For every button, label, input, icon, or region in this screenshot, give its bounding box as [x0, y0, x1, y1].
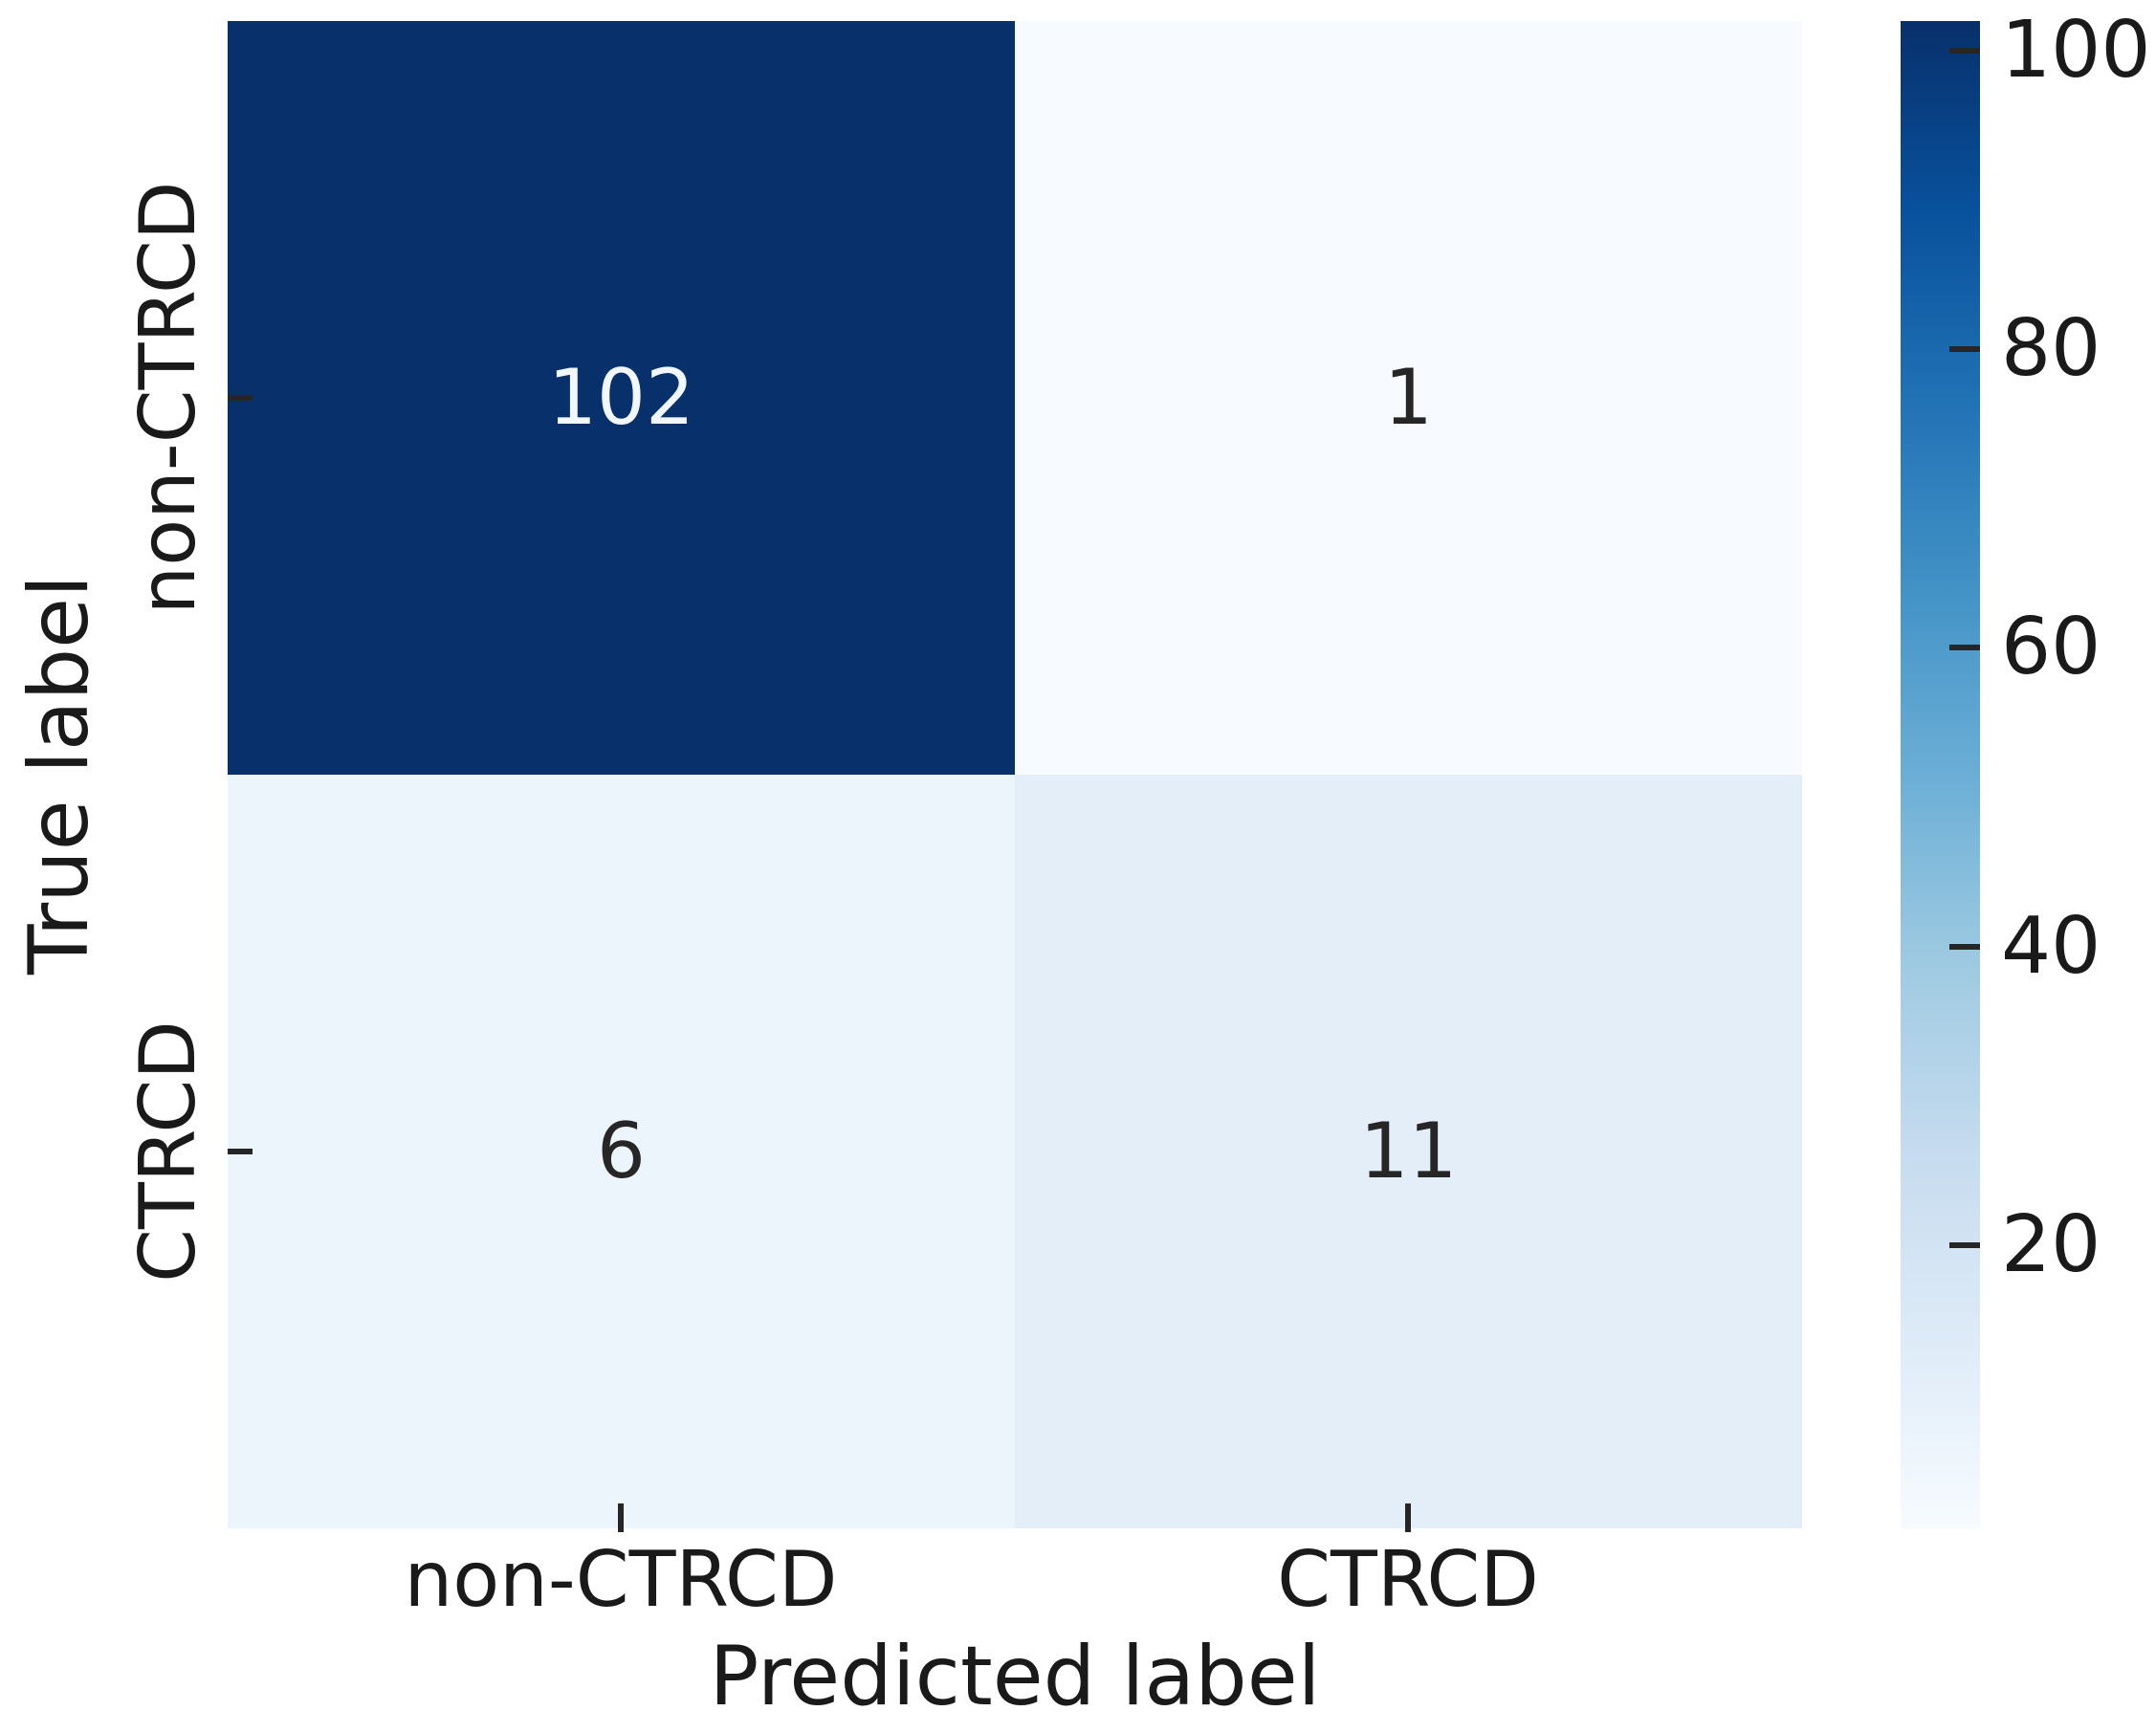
colorbar-tick-label-100: 100	[2001, 5, 2151, 96]
x-tick-mark-col1	[618, 1503, 624, 1532]
x-tick-label-ctrcd: CTRCD	[1277, 1535, 1539, 1624]
cell-value: 102	[548, 353, 694, 442]
colorbar-tick-label-40: 40	[2001, 901, 2101, 992]
colorbar-tick-mark-80	[1949, 346, 1980, 352]
x-tick-label-nonctrcd: non-CTRCD	[404, 1535, 838, 1624]
cell-value: 1	[1384, 353, 1433, 442]
x-tick-mark-col2	[1405, 1503, 1411, 1532]
cell-true-nonctrcd-pred-ctrcd: 1	[1015, 21, 1802, 775]
colorbar-tick-label-20: 20	[2001, 1199, 2101, 1290]
colorbar-tick-mark-60	[1949, 645, 1980, 650]
cell-value: 6	[597, 1107, 646, 1196]
colorbar-tick-label-60: 60	[2001, 602, 2101, 692]
colorbar-tick-mark-40	[1949, 944, 1980, 950]
y-tick-mark-row1	[228, 395, 253, 401]
y-axis-label: True label	[11, 575, 107, 975]
colorbar	[1901, 21, 1980, 1528]
y-tick-label-nonctrcd: non-CTRCD	[123, 181, 212, 615]
colorbar-tick-mark-100	[1949, 48, 1980, 54]
y-tick-label-ctrcd: CTRCD	[123, 1020, 212, 1283]
cell-true-ctrcd-pred-ctrcd: 11	[1015, 775, 1802, 1528]
cell-true-ctrcd-pred-nonctrcd: 6	[228, 775, 1015, 1528]
cell-value: 11	[1359, 1107, 1458, 1196]
cell-true-nonctrcd-pred-nonctrcd: 102	[228, 21, 1015, 775]
x-axis-label: Predicted label	[709, 1629, 1321, 1724]
colorbar-tick-mark-20	[1949, 1242, 1980, 1248]
colorbar-tick-label-80: 80	[2001, 303, 2101, 394]
y-tick-mark-row2	[228, 1149, 253, 1154]
